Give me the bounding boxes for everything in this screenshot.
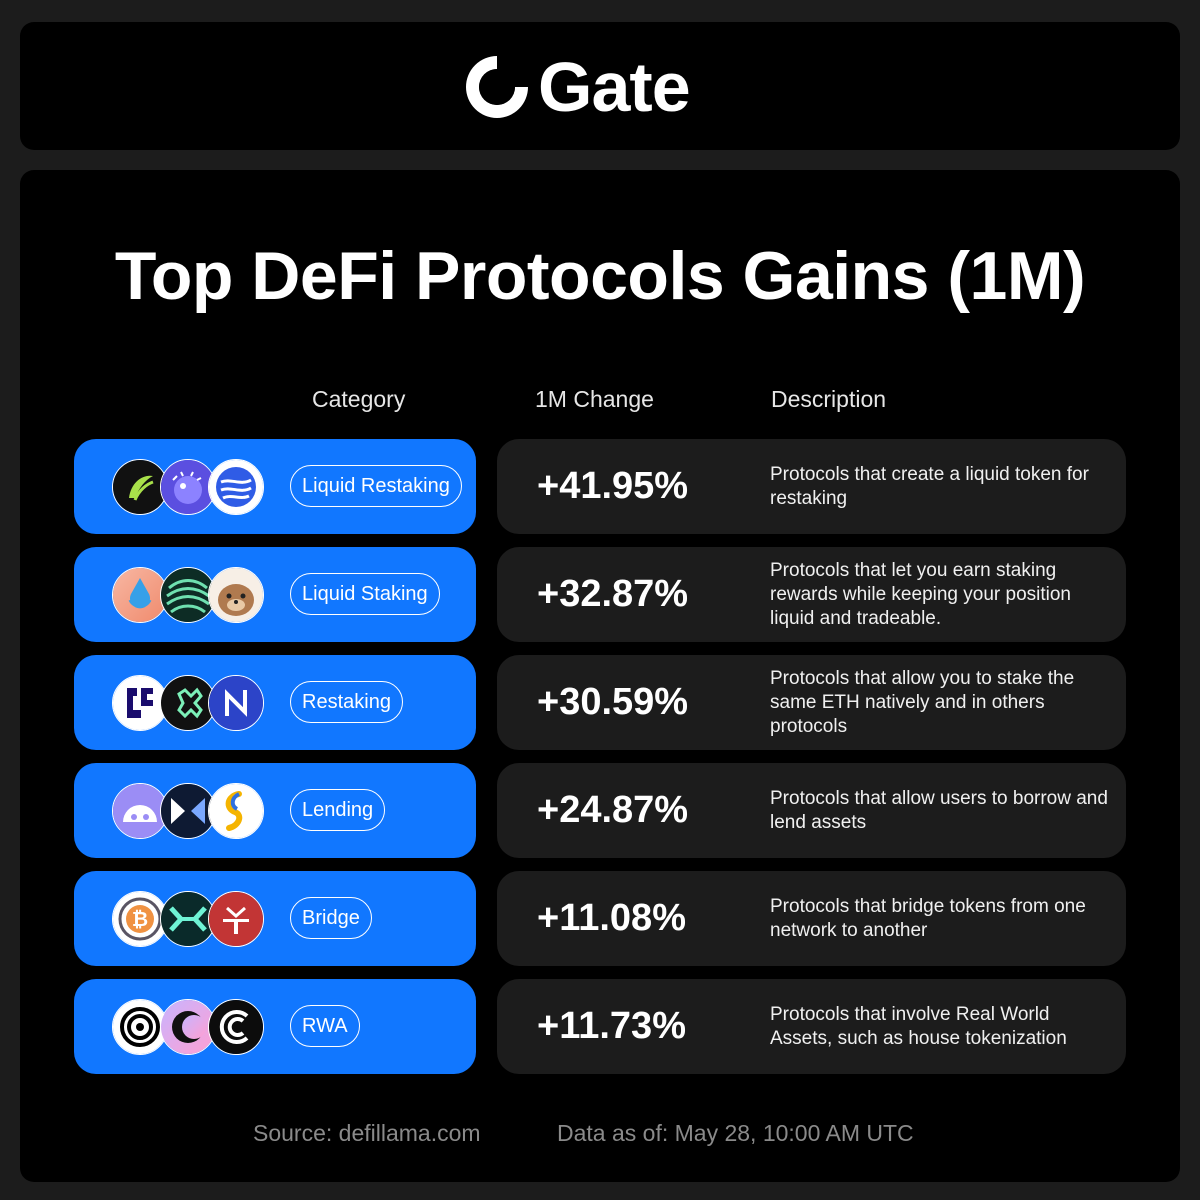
change-value: +24.87% — [537, 789, 689, 831]
category-cell: Liquid Restaking — [74, 439, 476, 534]
morpho-icon — [160, 783, 216, 839]
protocol-icons — [112, 567, 272, 623]
change-value: +32.87% — [537, 573, 689, 615]
gate-logo: Gate — [462, 48, 691, 126]
binance-staked-otter-icon — [208, 567, 264, 623]
etherfi-icon — [112, 459, 168, 515]
protocol-icons: ₿ — [112, 891, 272, 947]
change-description-cell: +11.08% Protocols that bridge tokens fro… — [497, 871, 1126, 966]
category-description: Protocols that create a liquid token for… — [770, 463, 1089, 509]
category-badge: Liquid Restaking — [290, 465, 462, 507]
change-description-cell: +30.59% Protocols that allow you to stak… — [497, 655, 1126, 750]
lido-icon — [112, 567, 168, 623]
gate-logo-icon — [466, 56, 528, 118]
category-badge: RWA — [290, 1005, 360, 1047]
column-header-category: Category — [312, 386, 406, 412]
spark-icon — [208, 783, 264, 839]
karak-icon — [208, 675, 264, 731]
category-description: Protocols that bridge tokens from one ne… — [770, 895, 1086, 941]
centrifuge-icon — [160, 999, 216, 1055]
column-header-change: 1M Change — [535, 386, 654, 412]
hyperlane-icon — [160, 891, 216, 947]
category-cell: Lending — [74, 763, 476, 858]
change-description-cell: +11.73% Protocols that involve Real Worl… — [497, 979, 1126, 1074]
category-description: Protocols that let you earn staking rewa… — [770, 559, 1071, 629]
column-header-description: Description — [771, 386, 887, 412]
source-note: Source: defillama.com — [253, 1120, 481, 1146]
category-description: Protocols that involve Real World Assets… — [770, 1003, 1067, 1049]
change-description-cell: +32.87% Protocols that let you earn stak… — [497, 547, 1126, 642]
category-badge: Bridge — [290, 897, 372, 939]
protocol-icons — [112, 783, 272, 839]
category-badge: Restaking — [290, 681, 403, 723]
category-cell: Liquid Staking — [74, 547, 476, 642]
protocol-icons — [112, 459, 272, 515]
change-description-cell: +41.95% Protocols that create a liquid t… — [497, 439, 1126, 534]
change-description-cell: +24.87% Protocols that allow users to bo… — [497, 763, 1126, 858]
data-timestamp: Data as of: May 28, 10:00 AM UTC — [557, 1120, 914, 1146]
category-badge: Lending — [290, 789, 386, 831]
jupiter-bridge-icon — [208, 891, 264, 947]
protocol-icons — [112, 999, 272, 1055]
page-title: Top DeFi Protocols Gains (1M) — [114, 238, 1086, 314]
change-value: +11.73% — [537, 1005, 686, 1047]
swell-icon — [208, 459, 264, 515]
protocol-icons — [112, 675, 272, 731]
brand-name: Gate — [538, 48, 691, 126]
category-cell: RWA — [74, 979, 476, 1074]
change-value: +30.59% — [537, 681, 689, 723]
brand-header — [20, 22, 1180, 150]
category-badge: Liquid Staking — [290, 573, 440, 615]
change-value: +41.95% — [537, 465, 689, 507]
jito-icon — [160, 567, 216, 623]
category-cell: ₿ Bridge — [74, 871, 476, 966]
ondo-icon — [112, 999, 168, 1055]
category-description: Protocols that allow you to stake the sa… — [770, 667, 1075, 737]
maple-icon — [208, 999, 264, 1055]
svg-text:₿: ₿ — [132, 907, 148, 931]
symbiotic-icon — [160, 675, 216, 731]
category-description: Protocols that allow users to borrow and… — [770, 787, 1108, 833]
change-value: +11.08% — [537, 897, 686, 939]
category-cell: Restaking — [74, 655, 476, 750]
